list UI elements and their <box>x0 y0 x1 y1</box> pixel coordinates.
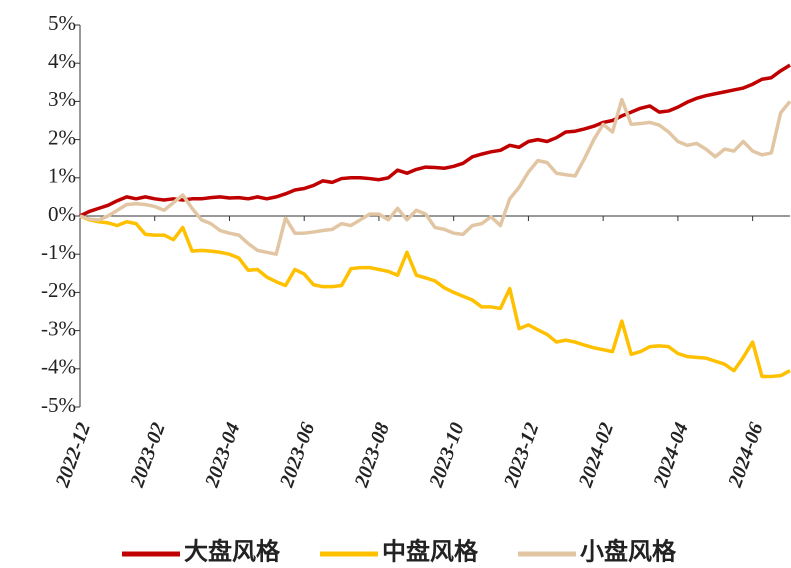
y-tick-label: -3% <box>41 316 76 340</box>
x-tick-label: 2022-12 <box>51 420 95 491</box>
x-tick-label: 2023-08 <box>350 420 394 491</box>
y-tick-label: -5% <box>41 393 76 417</box>
x-tick-label: 2023-12 <box>500 420 544 491</box>
y-tick-label: -1% <box>41 240 76 264</box>
y-tick-label: -4% <box>41 355 76 379</box>
y-tick-label: 2% <box>48 125 76 149</box>
x-tick-label: 2023-04 <box>201 420 245 491</box>
y-tick-label: 5% <box>48 11 76 35</box>
x-tick-label: 2024-04 <box>649 420 693 491</box>
y-tick-label: 4% <box>48 49 76 73</box>
legend-label: 中盘风格 <box>382 538 479 566</box>
y-tick-label: 0% <box>48 202 76 226</box>
y-tick-label: 3% <box>48 87 76 111</box>
x-tick-label: 2023-02 <box>126 420 170 491</box>
x-tick-label: 2024-02 <box>574 420 618 491</box>
y-tick-label: -2% <box>41 278 76 302</box>
x-tick-label: 2023-06 <box>275 420 319 491</box>
legend-label: 小盘风格 <box>580 538 677 566</box>
series-line <box>79 97 791 256</box>
legend-label: 大盘风格 <box>184 538 281 566</box>
y-tick-label: 1% <box>48 164 76 188</box>
series-line <box>79 214 791 379</box>
x-tick-label: 2023-10 <box>425 420 469 491</box>
x-tick-label: 2024-06 <box>724 420 768 491</box>
series-line <box>79 63 791 218</box>
